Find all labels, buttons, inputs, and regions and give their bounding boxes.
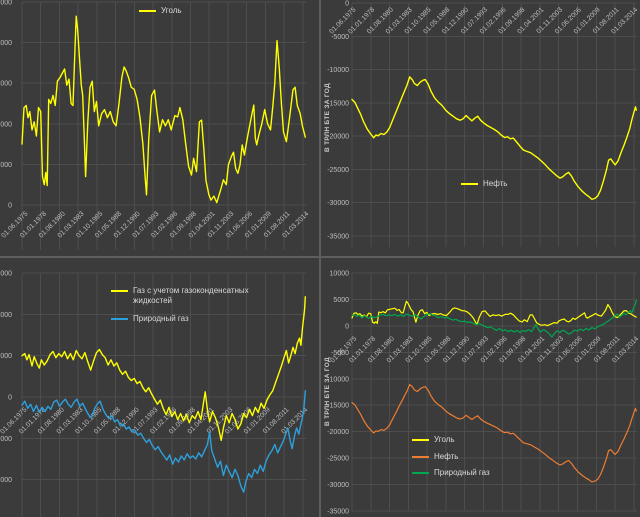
- y-axis-title: В ТРЛН БТЕ ЗА ГОД: [324, 357, 331, 426]
- legend-key-line-icon: [111, 318, 128, 321]
- chart-panel-oil[interactable]: 0 -5000 -10000 -15000 -20000 -25000 -30000 -350…: [321, 0, 640, 256]
- legend-key-line-icon: [412, 439, 429, 441]
- legend-label: Газ с учетом газоконденсатных жидкостей: [133, 286, 249, 305]
- svg-text:-15000: -15000: [327, 100, 349, 107]
- svg-text:5000: 5000: [0, 0, 12, 7]
- legend-key-line-icon: [412, 455, 429, 458]
- svg-text:3000: 3000: [0, 81, 12, 88]
- chart-panel-combined[interactable]: 10000 5000 0 -5000 -10000 -15000 -20000 -25000 -…: [321, 258, 640, 517]
- legend-item-coal: Уголь: [412, 435, 490, 445]
- legend-combined: Уголь Нефть Природный газ: [412, 435, 490, 485]
- legend-oil: Нефть: [461, 179, 507, 189]
- svg-text:-20000: -20000: [327, 429, 349, 436]
- legend-key-line-icon: [139, 10, 156, 12]
- svg-text:0: 0: [8, 203, 12, 210]
- legend-item-coal: Уголь: [139, 6, 182, 16]
- svg-text:-25000: -25000: [327, 167, 349, 174]
- svg-text:4000: 4000: [0, 40, 12, 47]
- combined-chart-plot: 10000 5000 0 -5000 -10000 -15000 -20000 -25000 -…: [327, 271, 640, 516]
- svg-text:-2000: -2000: [0, 436, 12, 443]
- svg-text:0: 0: [8, 395, 12, 402]
- svg-text:-5000: -5000: [331, 350, 349, 357]
- svg-text:2000: 2000: [0, 353, 12, 360]
- coal-chart-plot: 50004000300020001000001.06.197501.01.197…: [0, 0, 310, 250]
- legend-key-line-icon: [111, 290, 128, 292]
- svg-text:1000: 1000: [0, 162, 12, 169]
- svg-text:-5000: -5000: [331, 34, 349, 41]
- svg-text:4000: 4000: [0, 312, 12, 319]
- svg-text:-10000: -10000: [327, 376, 349, 383]
- legend-gas: Газ с учетом газоконденсатных жидкостей …: [111, 286, 265, 333]
- svg-text:-30000: -30000: [327, 200, 349, 207]
- legend-item-natural-gas: Природный газ: [111, 314, 265, 324]
- legend-label: Уголь: [434, 435, 455, 444]
- legend-item-oil: Нефть: [412, 452, 490, 462]
- legend-label: Природный газ: [133, 314, 189, 324]
- svg-text:0: 0: [345, 323, 349, 330]
- legend-label: Уголь: [161, 6, 182, 15]
- legend-label: Нефть: [434, 451, 459, 461]
- legend-coal: Уголь: [139, 6, 182, 16]
- legend-key-line-icon: [461, 183, 478, 185]
- y-axis-title: В ТРЛН БТЕ ЗА ГОД: [324, 83, 331, 152]
- chart-panel-gas[interactable]: 6000400020000-2000-4000-600001.06.197501…: [0, 258, 319, 517]
- legend-item-oil: Нефть: [461, 179, 507, 189]
- svg-text:10000: 10000: [330, 271, 350, 278]
- svg-text:-15000: -15000: [327, 403, 349, 410]
- svg-text:5000: 5000: [333, 297, 349, 304]
- chart-panel-coal[interactable]: 50004000300020001000001.06.197501.01.197…: [0, 0, 319, 256]
- svg-text:-35000: -35000: [327, 509, 349, 516]
- legend-key-line-icon: [412, 472, 429, 475]
- svg-text:-10000: -10000: [327, 67, 349, 74]
- legend-item-natural-gas: Природный газ: [412, 468, 490, 478]
- oil-chart-plot: 0 -5000 -10000 -15000 -20000 -25000 -30000 -350…: [327, 1, 639, 247]
- svg-text:6000: 6000: [0, 271, 12, 278]
- svg-text:-30000: -30000: [327, 482, 349, 489]
- svg-text:2000: 2000: [0, 121, 12, 128]
- svg-text:0: 0: [345, 1, 349, 8]
- legend-item-gas-ngl: Газ с учетом газоконденсатных жидкостей: [111, 286, 265, 305]
- legend-label: Природный газ: [434, 468, 490, 478]
- svg-text:-4000: -4000: [0, 477, 12, 484]
- svg-text:-20000: -20000: [327, 134, 349, 141]
- svg-text:-25000: -25000: [327, 456, 349, 463]
- svg-text:-35000: -35000: [327, 234, 349, 241]
- gas-chart-plot: 6000400020000-2000-4000-600001.06.197501…: [0, 271, 309, 517]
- legend-label: Нефть: [483, 179, 508, 188]
